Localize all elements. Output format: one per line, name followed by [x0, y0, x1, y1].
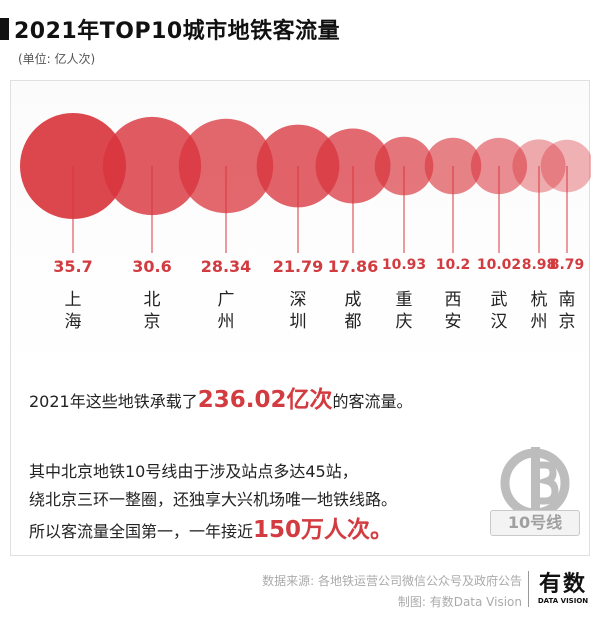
value-label: 10.93: [381, 257, 427, 273]
city-label: 西安: [444, 290, 462, 332]
city-label: 北京: [143, 290, 161, 332]
summary-text: 2021年这些地铁承载了: [29, 392, 198, 411]
city-label: 广州: [217, 290, 235, 332]
brand-divider: [528, 571, 529, 607]
title-marker: [0, 18, 9, 40]
bubble-北京: [102, 116, 202, 216]
detail-line-1: 其中北京地铁10号线由于涉及站点多达45站，: [29, 462, 358, 481]
data-source: 数据来源: 各地铁运营公司微信公众号及政府公告: [262, 574, 522, 588]
bubble-重庆: [374, 136, 434, 196]
value-label: 10.2: [435, 257, 471, 273]
detail-text: 所以客流量全国第一，一年接近: [29, 522, 254, 541]
detail-line-3: 所以客流量全国第一，一年接近150万人次。: [29, 510, 393, 544]
city-label: 杭州: [530, 290, 548, 332]
city-label: 南京: [558, 290, 576, 332]
bubble-杭州: [512, 139, 566, 193]
summary-line-1: 2021年这些地铁承载了236.02亿次的客流量。: [29, 380, 413, 414]
line-10-badge: 10号线: [490, 510, 580, 536]
bubble-chart: [20, 113, 591, 253]
bubble-深圳: [256, 124, 340, 208]
detail-highlight: 150万人次。: [253, 517, 394, 543]
city-label: 成都: [344, 290, 362, 332]
chart-title: 2021年TOP10城市地铁客流量: [14, 19, 341, 44]
unit-label: (单位: 亿人次): [18, 52, 96, 66]
made-by: 制图: 有数Data Vision: [397, 595, 522, 609]
city-label: 深圳: [289, 290, 307, 332]
city-label: 武汉: [490, 290, 508, 332]
bubble-成都: [315, 128, 391, 204]
summary-text-end: 的客流量。: [332, 392, 413, 411]
value-label: 8.79: [549, 257, 585, 273]
city-label: 重庆: [395, 290, 413, 332]
brand-logo: 有数: [538, 572, 587, 597]
summary-highlight: 236.02亿次: [197, 387, 333, 413]
value-label: 35.7: [53, 257, 93, 276]
value-label: 30.6: [132, 257, 172, 276]
bubble-南京: [540, 139, 591, 193]
value-label: 10.02: [476, 257, 522, 273]
bubble-西安: [424, 137, 482, 195]
bubble-上海: [20, 113, 126, 219]
brand-subtitle: DATA VISION: [537, 597, 589, 605]
chart-panel: 35.7 30.6 28.34 21.79 17.86 10.93 10.2 10.02 8.9…: [10, 80, 591, 556]
value-label: 17.86: [327, 257, 379, 276]
value-label: 8.98: [521, 257, 557, 273]
bubble-武汉: [470, 137, 528, 195]
city-label: 上海: [64, 290, 82, 332]
bubble-广州: [178, 118, 274, 214]
detail-line-2: 绕北京三环一整圈，还独享大兴机场唯一地铁线路。: [29, 490, 398, 509]
value-label: 28.34: [200, 257, 252, 276]
value-label: 21.79: [272, 257, 324, 276]
